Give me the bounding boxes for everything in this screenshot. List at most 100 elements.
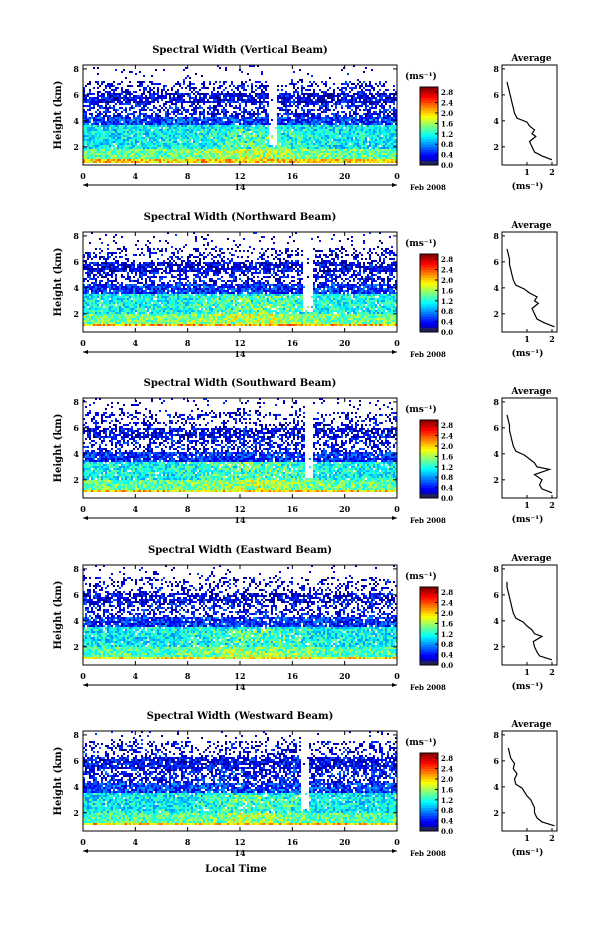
heatmap-cell: [163, 131, 165, 133]
heatmap-cell: [321, 121, 323, 123]
heatmap-cell: [243, 83, 245, 85]
heatmap-cell: [181, 103, 183, 105]
heatmap-cell: [125, 111, 127, 113]
heatmap-cell: [129, 119, 131, 121]
heatmap-cell: [301, 121, 303, 123]
heatmap-cell: [265, 151, 267, 153]
heatmap-cell: [99, 127, 101, 129]
heatmap-cell: [237, 115, 239, 117]
heatmap-cell: [359, 139, 361, 141]
heatmap-cell: [247, 143, 249, 145]
heatmap-cell: [347, 149, 349, 151]
heatmap-cell: [231, 95, 233, 97]
heatmap-cell: [175, 153, 177, 155]
heatmap-cell: [257, 101, 259, 103]
heatmap-cell: [309, 85, 311, 87]
heatmap-cell: [369, 153, 371, 155]
heatmap-cell: [229, 141, 231, 143]
heatmap-cell: [235, 131, 237, 133]
heatmap-cell: [287, 129, 289, 131]
heatmap-cell: [221, 121, 223, 123]
heatmap-cell: [95, 143, 97, 145]
heatmap-cell: [311, 137, 313, 139]
heatmap-cell: [333, 99, 335, 101]
heatmap-cell: [113, 109, 115, 111]
heatmap-cell: [337, 113, 339, 115]
heatmap-cell: [283, 153, 285, 155]
heatmap-cell: [343, 87, 345, 89]
heatmap-cell: [275, 145, 277, 147]
heatmap-cell: [211, 153, 213, 155]
heatmap-cell: [365, 161, 367, 163]
heatmap-cell: [355, 145, 357, 147]
heatmap-cell: [195, 149, 197, 151]
heatmap-cell: [259, 145, 261, 147]
heatmap-cell: [265, 115, 267, 117]
heatmap-cell: [105, 155, 107, 157]
heatmap-cell: [107, 131, 109, 133]
heatmap-cell: [247, 131, 249, 133]
heatmap-cell: [93, 135, 95, 137]
heatmap-cell: [333, 95, 335, 97]
heatmap-cell: [247, 123, 249, 125]
heatmap-cell: [335, 133, 337, 135]
heatmap-cell: [329, 123, 331, 125]
heatmap-cell: [333, 119, 335, 121]
heatmap-cell: [161, 129, 163, 131]
heatmap-cell: [111, 121, 113, 123]
heatmap-cell: [199, 131, 201, 133]
heatmap-cell: [137, 81, 139, 83]
heatmap-cell: [303, 113, 305, 115]
heatmap-cell: [219, 105, 221, 107]
heatmap-cell: [231, 105, 233, 107]
heatmap-cell: [375, 97, 377, 99]
heatmap-cell: [235, 95, 237, 97]
heatmap-cell: [251, 87, 253, 89]
heatmap-cell: [279, 119, 281, 121]
heatmap-cell: [387, 151, 389, 153]
heatmap-cell: [379, 99, 381, 101]
heatmap-cell: [103, 89, 105, 91]
heatmap-cell: [149, 143, 151, 145]
heatmap-cell: [113, 101, 115, 103]
heatmap-cell: [379, 123, 381, 125]
heatmap-cell: [125, 137, 127, 139]
heatmap-cell: [247, 129, 249, 131]
heatmap-cell: [221, 147, 223, 149]
heatmap-cell: [363, 71, 365, 73]
heatmap-cell: [343, 155, 345, 157]
heatmap-cell: [371, 85, 373, 87]
heatmap-cell: [95, 123, 97, 125]
heatmap-cell: [157, 139, 159, 141]
heatmap-cell: [261, 157, 263, 159]
heatmap-cell: [245, 105, 247, 107]
heatmap-cell: [95, 127, 97, 129]
heatmap-cell: [235, 137, 237, 139]
heatmap-cell: [133, 159, 135, 161]
heatmap-cell: [351, 89, 353, 91]
heatmap-cell: [271, 159, 273, 161]
heatmap-cell: [135, 149, 137, 151]
heatmap-cell: [235, 107, 237, 109]
heatmap-cell: [115, 97, 117, 99]
heatmap-cell: [353, 131, 355, 133]
heatmap-cell: [379, 157, 381, 159]
heatmap-cell: [233, 143, 235, 145]
heatmap-cell: [321, 161, 323, 163]
heatmap-cell: [275, 151, 277, 153]
heatmap-cell: [239, 97, 241, 99]
heatmap-cell: [341, 141, 343, 143]
heatmap-cell: [287, 147, 289, 149]
heatmap-cell: [245, 135, 247, 137]
heatmap-cell: [345, 81, 347, 83]
heatmap-cell: [179, 117, 181, 119]
heatmap-cell: [389, 137, 391, 139]
heatmap-cell: [161, 147, 163, 149]
heatmap-cell: [103, 101, 105, 103]
heatmap-cell: [385, 157, 387, 159]
heatmap-cell: [87, 147, 89, 149]
heatmap-cell: [313, 125, 315, 127]
heatmap-cell: [163, 119, 165, 121]
heatmap-cell: [119, 95, 121, 97]
heatmap-cell: [387, 133, 389, 135]
